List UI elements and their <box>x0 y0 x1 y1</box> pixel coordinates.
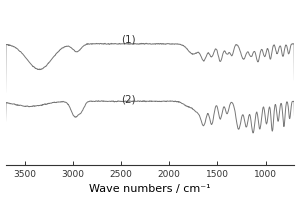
Text: (1): (1) <box>121 35 136 45</box>
Text: (2): (2) <box>121 95 136 105</box>
X-axis label: Wave numbers / cm⁻¹: Wave numbers / cm⁻¹ <box>89 184 211 194</box>
